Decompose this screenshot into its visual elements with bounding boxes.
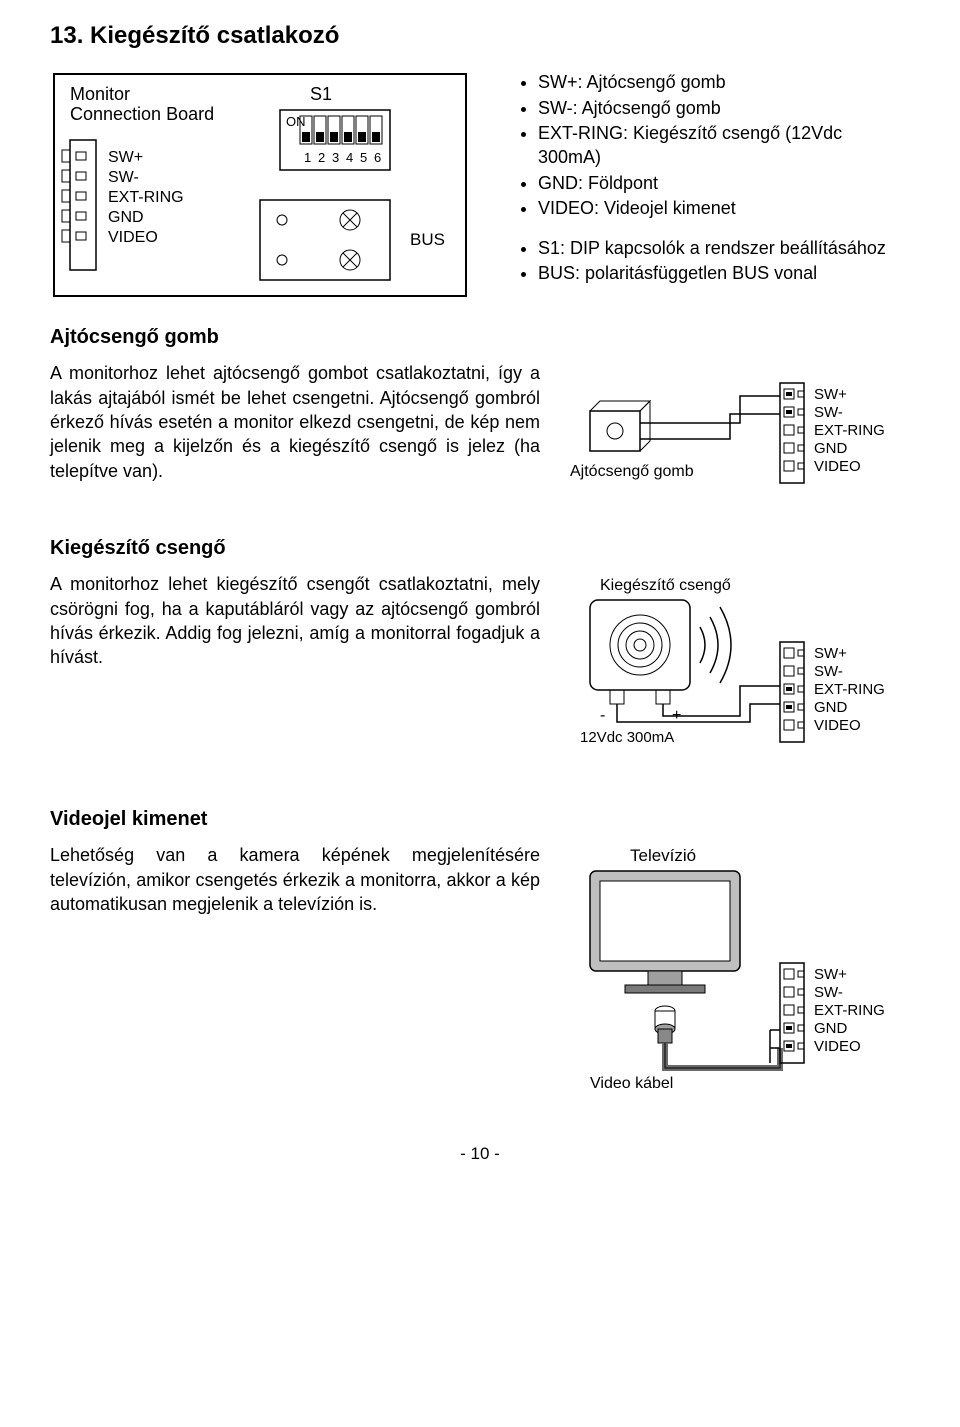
- svg-text:VIDEO: VIDEO: [814, 717, 861, 734]
- svg-text:4: 4: [346, 150, 353, 165]
- board-title-l2: Connection Board: [70, 104, 214, 124]
- page-number: - 10 -: [50, 1143, 910, 1166]
- svg-text:SW+: SW+: [814, 386, 847, 403]
- extbell-para: A monitorhoz lehet kiegészítő csengőt cs…: [50, 572, 540, 669]
- svg-text:GND: GND: [108, 209, 144, 226]
- svg-text:Video kábel: Video kábel: [590, 1075, 673, 1092]
- screw-icon-2: [340, 250, 360, 270]
- tv-icon: [590, 871, 740, 993]
- svg-text:1: 1: [304, 150, 311, 165]
- pushbutton-icon: [590, 401, 650, 451]
- bullet: S1: DIP kapcsolók a rendszer beállításáh…: [538, 236, 910, 260]
- bullet: VIDEO: Videojel kimenet: [538, 196, 910, 220]
- doorbell-section: A monitorhoz lehet ajtócsengő gombot csa…: [50, 361, 910, 511]
- svg-text:SW+: SW+: [814, 966, 847, 983]
- svg-text:2: 2: [318, 150, 325, 165]
- svg-text:GND: GND: [814, 440, 848, 457]
- svg-text:VIDEO: VIDEO: [814, 1038, 861, 1055]
- svg-text:SW-: SW-: [814, 663, 843, 680]
- extbell-heading: Kiegészítő csengő: [50, 535, 910, 562]
- bullet: EXT-RING: Kiegészítő csengő (12Vdc 300mA…: [538, 121, 910, 170]
- extbell-diagram: Kiegészítő csengő - + 12Vdc 300mA: [570, 572, 910, 782]
- left-pins: [62, 150, 86, 242]
- svg-text:12Vdc 300mA: 12Vdc 300mA: [580, 729, 674, 746]
- svg-text:VIDEO: VIDEO: [108, 229, 158, 246]
- bullet: SW+: Ajtócsengő gomb: [538, 70, 910, 94]
- bullet: GND: Földpont: [538, 171, 910, 195]
- svg-text:EXT-RING: EXT-RING: [814, 422, 885, 439]
- section-title: 13. Kiegészítő csatlakozó: [50, 20, 910, 52]
- board-title-l1: Monitor: [70, 84, 130, 104]
- doorbell-heading: Ajtócsengő gomb: [50, 324, 910, 351]
- svg-text:BUS: BUS: [410, 230, 445, 249]
- svg-text:5: 5: [360, 150, 367, 165]
- svg-text:SW-: SW-: [814, 984, 843, 1001]
- svg-text:EXT-RING: EXT-RING: [814, 1002, 885, 1019]
- svg-text:-: -: [600, 707, 605, 724]
- svg-text:GND: GND: [814, 699, 848, 716]
- svg-text:SW+: SW+: [814, 645, 847, 662]
- speaker-icon: [590, 600, 690, 690]
- svg-text:6: 6: [374, 150, 381, 165]
- bullet: BUS: polaritásfüggetlen BUS vonal: [538, 261, 910, 285]
- board-diagram: Monitor Connection Board SW+ SW- EXT-RIN…: [50, 70, 470, 300]
- svg-text:SW-: SW-: [814, 404, 843, 421]
- svg-text:GND: GND: [814, 1020, 848, 1037]
- bullet: SW-: Ajtócsengő gomb: [538, 96, 910, 120]
- svg-text:Kiegészítő csengő: Kiegészítő csengő: [600, 577, 731, 594]
- extbell-section: A monitorhoz lehet kiegészítő csengőt cs…: [50, 572, 910, 782]
- video-heading: Videojel kimenet: [50, 806, 910, 833]
- plug-icon: [655, 1006, 675, 1043]
- svg-text:Televízió: Televízió: [630, 846, 696, 865]
- video-diagram: Televízió Video kábel: [570, 843, 910, 1103]
- svg-text:EXT-RING: EXT-RING: [108, 189, 184, 206]
- intro-row: Monitor Connection Board SW+ SW- EXT-RIN…: [50, 70, 910, 300]
- svg-text:SW-: SW-: [108, 169, 139, 186]
- svg-text:EXT-RING: EXT-RING: [814, 681, 885, 698]
- video-section: Lehetőség van a kamera képének megjelení…: [50, 843, 910, 1103]
- svg-text:S1: S1: [310, 84, 332, 104]
- svg-text:Ajtócsengő gomb: Ajtócsengő gomb: [570, 463, 694, 480]
- screw-icon-1: [340, 210, 360, 230]
- svg-text:VIDEO: VIDEO: [814, 458, 861, 475]
- intro-bullets: SW+: Ajtócsengő gomb SW-: Ajtócsengő gom…: [510, 70, 910, 300]
- doorbell-diagram: Ajtócsengő gomb SW+ SW- EXT-RING GND: [570, 361, 910, 511]
- svg-text:3: 3: [332, 150, 339, 165]
- doorbell-para: A monitorhoz lehet ajtócsengő gombot csa…: [50, 361, 540, 482]
- video-para: Lehetőség van a kamera képének megjelení…: [50, 843, 540, 916]
- bullets-list-2: S1: DIP kapcsolók a rendszer beállításáh…: [510, 236, 910, 286]
- svg-text:SW+: SW+: [108, 149, 143, 166]
- bullets-list-1: SW+: Ajtócsengő gomb SW-: Ajtócsengő gom…: [510, 70, 910, 220]
